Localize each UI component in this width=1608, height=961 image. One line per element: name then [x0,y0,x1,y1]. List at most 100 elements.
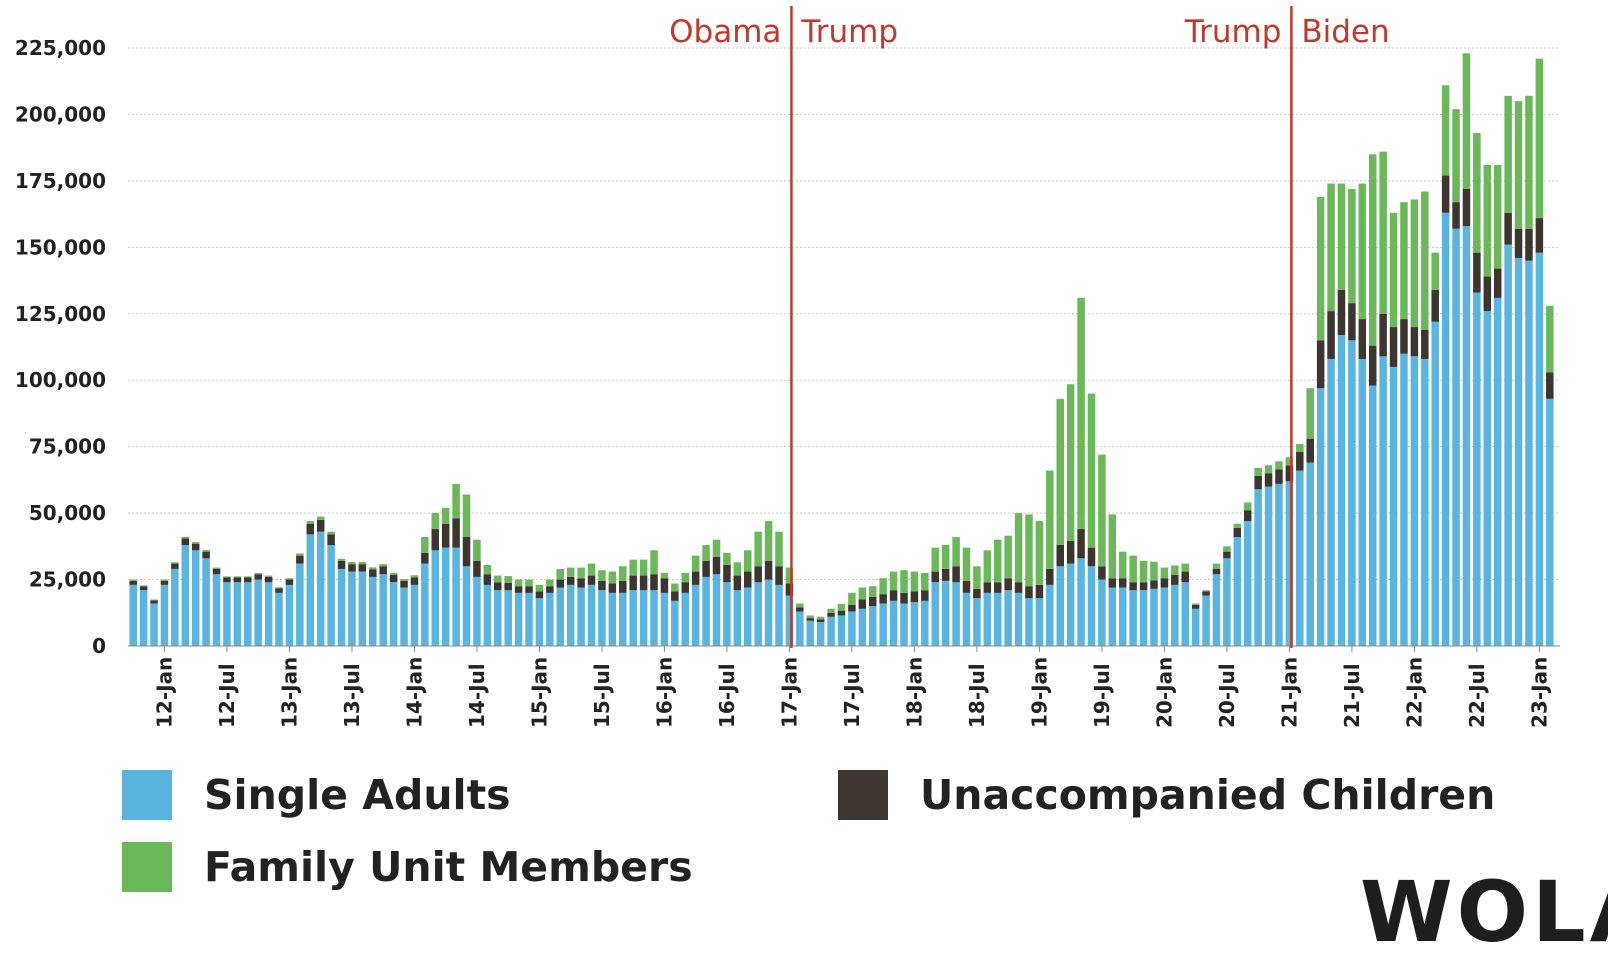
bar-single-adults [619,592,627,646]
bar-unaccompanied-children [1441,175,1450,213]
bar-single-adults [1285,481,1294,646]
bar-family-unit-members [702,545,710,561]
bar-family-unit-members [1441,85,1450,176]
bar-single-adults [1525,260,1533,646]
legend-item-single-adults: Single Adults [122,770,511,820]
bar-single-adults [827,616,835,646]
bar-family-unit-members [1087,393,1096,548]
bar-family-unit-members [629,559,637,576]
bar-unaccompanied-children [1025,586,1033,599]
bar-unaccompanied-children [619,580,627,593]
bar-unaccompanied-children [233,577,242,583]
bar-single-adults [796,611,804,646]
bar-unaccompanied-children [1400,319,1408,354]
x-tick-label: 20-Jan [1152,657,1176,728]
bar-unaccompanied-children [1223,551,1231,559]
x-tick-label: 13-Jul [340,663,364,728]
bar-family-unit-members [754,531,762,567]
bar-family-unit-members [598,570,606,581]
bar-unaccompanied-children [671,591,679,601]
bar-unaccompanied-children [712,556,721,575]
legend-item-unaccompanied-children: Unaccompanied Children [838,770,1495,820]
bar-unaccompanied-children [1504,212,1512,245]
bar-unaccompanied-children [1118,578,1127,588]
bar-unaccompanied-children [296,555,304,564]
bar-single-adults [504,590,512,646]
bar-unaccompanied-children [181,538,190,545]
bar-single-adults [254,579,262,646]
bar-single-adults [1379,356,1387,646]
bar-single-adults [566,584,575,646]
bar-family-unit-members [1139,560,1148,583]
bar-unaccompanied-children [160,580,169,585]
bar-unaccompanied-children [1233,527,1242,538]
bar-unaccompanied-children [900,592,908,604]
bar-single-adults [1004,590,1012,646]
bar-single-adults [1025,598,1033,646]
bar-family-unit-members [171,562,179,564]
bar-unaccompanied-children [473,560,481,577]
bar-single-adults [816,622,825,646]
bar-family-unit-members [1421,191,1429,330]
bar-unaccompanied-children [1212,568,1221,575]
bar-single-adults [1441,212,1450,646]
bar-family-unit-members [1212,563,1221,569]
bar-single-adults [650,590,658,646]
bar-single-adults [1202,595,1210,646]
bar-single-adults [598,590,606,646]
x-tick-label: 13-Jan [277,657,301,728]
bar-single-adults [806,620,814,646]
bar-unaccompanied-children [1004,578,1012,591]
legend-label-unaccompanied-children: Unaccompanied Children [920,771,1496,819]
bar-unaccompanied-children [691,571,700,585]
bar-single-adults [983,592,992,646]
bar-single-adults [462,566,471,646]
bar-single-adults [264,582,273,646]
bar-family-unit-members [1514,101,1523,229]
bar-single-adults [525,592,533,646]
bar-family-unit-members [504,576,512,583]
bar-single-adults [1066,563,1075,646]
bar-unaccompanied-children [212,568,221,575]
bar-unaccompanied-children [452,518,460,548]
bar-single-adults [931,582,939,646]
bar-single-adults [1233,537,1242,646]
bar-family-unit-members [879,578,887,595]
bar-unaccompanied-children [1160,578,1169,588]
bar-single-adults [1160,587,1169,646]
bar-family-unit-members [681,572,690,583]
bar-unaccompanied-children [921,590,929,601]
bar-family-unit-members [848,592,856,605]
y-tick-label: 0 [92,634,106,658]
bar-unaccompanied-children [327,534,335,545]
bar-unaccompanied-children [1129,582,1137,591]
bar-single-adults [764,579,773,646]
bar-single-adults [285,584,294,646]
bar-unaccompanied-children [1077,529,1085,559]
bar-unaccompanied-children [1296,451,1304,471]
bar-family-unit-members [358,562,367,565]
bar-family-unit-members [525,579,533,587]
x-tick-label: 21-Jan [1277,657,1301,728]
bar-single-adults [1316,388,1325,646]
bar-unaccompanied-children [775,566,783,585]
x-tick-label: 14-Jul [465,663,489,728]
bar-family-unit-members [473,539,481,561]
bar-family-unit-members [796,603,804,608]
bar-family-unit-members [244,576,252,578]
bar-family-unit-members [941,545,950,569]
bar-single-adults [1181,582,1189,646]
bar-single-adults [608,592,617,646]
bar-unaccompanied-children [952,566,960,583]
bar-unaccompanied-children [1452,202,1460,229]
bar-family-unit-members [650,550,658,575]
bar-unaccompanied-children [191,543,200,551]
bar-unaccompanied-children [858,599,867,609]
bar-single-adults [1139,590,1148,646]
bar-single-adults [900,603,908,646]
bar-family-unit-members [858,587,867,600]
bar-single-adults [837,615,846,646]
bar-single-adults [1452,228,1460,647]
bar-single-adults [723,582,731,646]
bar-family-unit-members [1410,199,1419,328]
